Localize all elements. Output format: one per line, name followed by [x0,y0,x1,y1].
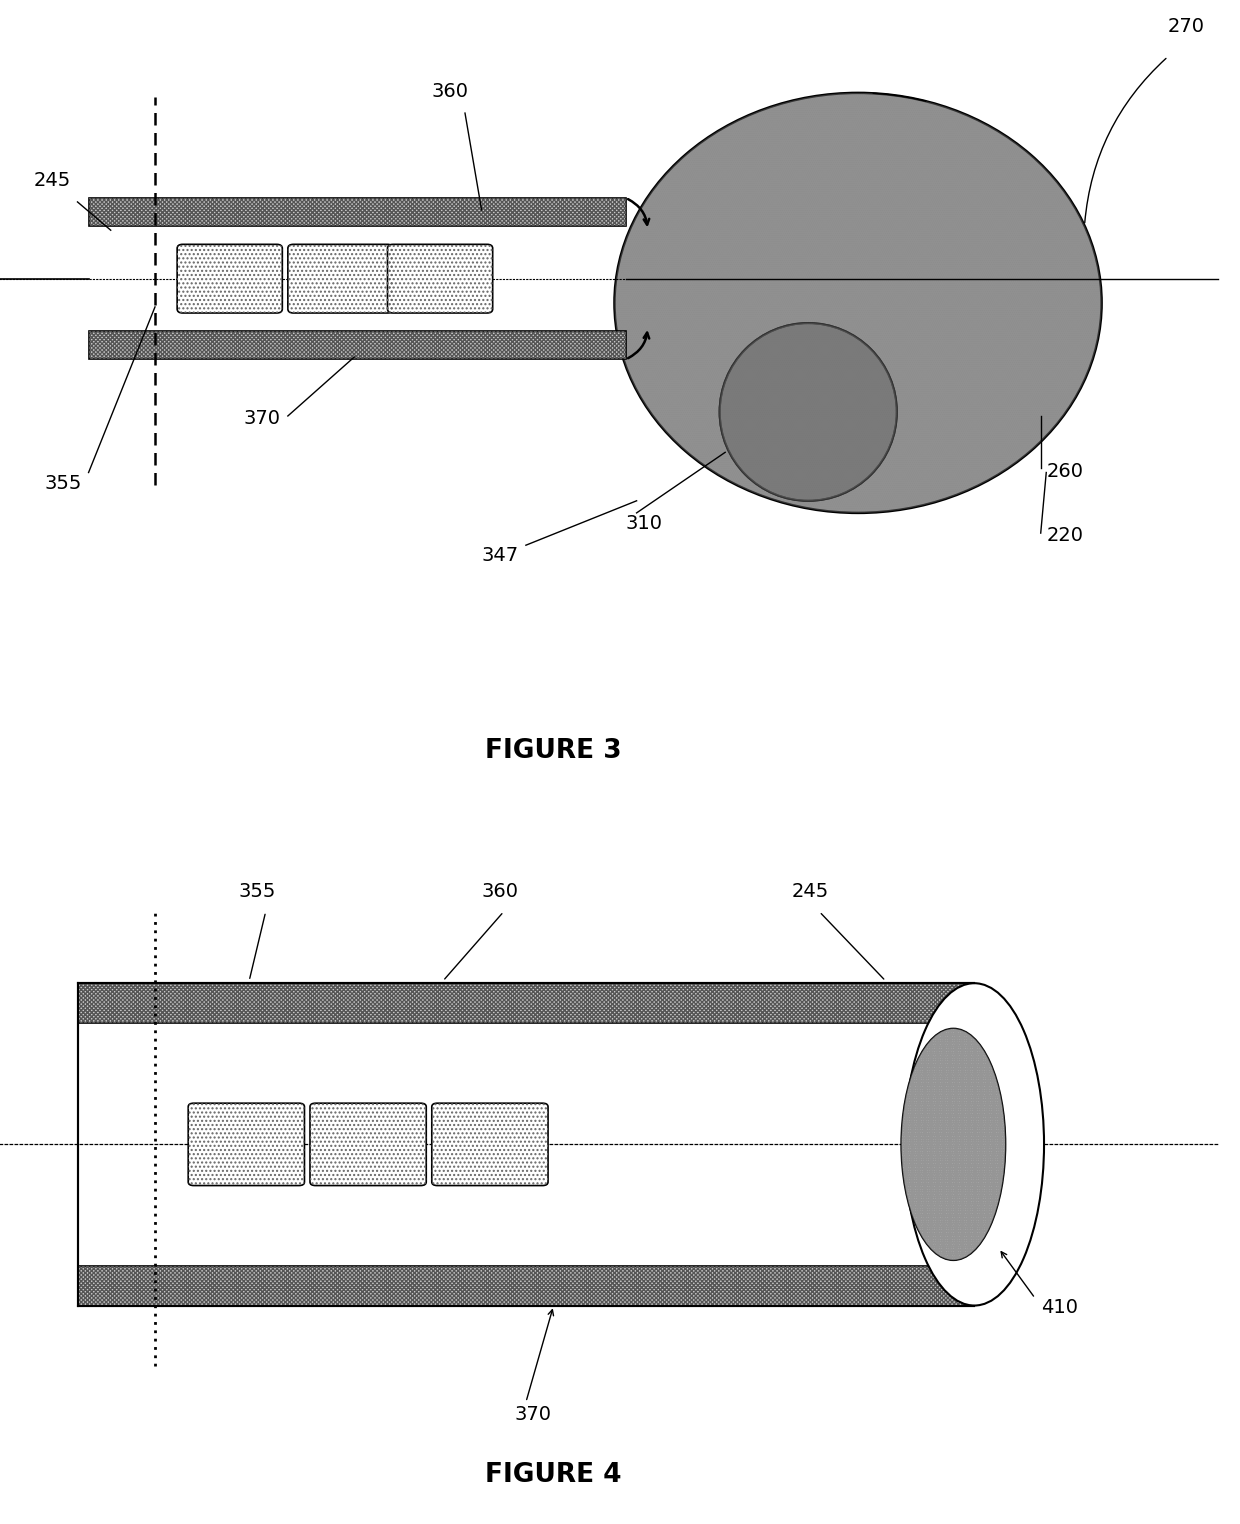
FancyBboxPatch shape [288,244,393,312]
Text: 245: 245 [791,882,828,901]
Text: 370: 370 [243,408,280,428]
Bar [88,198,625,226]
Text: 260: 260 [1047,462,1084,480]
Bar [77,983,975,1023]
Ellipse shape [904,983,1044,1306]
FancyBboxPatch shape [387,244,492,312]
FancyBboxPatch shape [310,1103,427,1186]
Text: 355: 355 [45,474,82,492]
Text: 245: 245 [33,171,71,190]
Text: 220: 220 [1047,526,1084,546]
Ellipse shape [615,93,1101,514]
Text: FIGURE 3: FIGURE 3 [485,738,622,764]
FancyBboxPatch shape [177,244,283,312]
Text: 360: 360 [481,882,518,901]
Bar [77,1266,975,1306]
Text: 310: 310 [625,514,662,533]
Text: 270: 270 [1168,17,1205,37]
Bar [77,1266,975,1306]
Bar [77,983,975,1306]
Text: 370: 370 [515,1405,552,1423]
Bar [88,198,625,226]
Text: 347: 347 [481,547,518,565]
Bar [88,331,625,360]
Text: 410: 410 [1040,1298,1078,1317]
Ellipse shape [901,1029,1006,1260]
FancyBboxPatch shape [432,1103,548,1186]
Ellipse shape [719,323,897,501]
Bar [77,983,975,1023]
Text: 360: 360 [432,82,469,101]
Text: FIGURE 4: FIGURE 4 [485,1463,621,1489]
Bar [88,331,625,360]
FancyBboxPatch shape [188,1103,305,1186]
Text: 355: 355 [238,882,275,901]
